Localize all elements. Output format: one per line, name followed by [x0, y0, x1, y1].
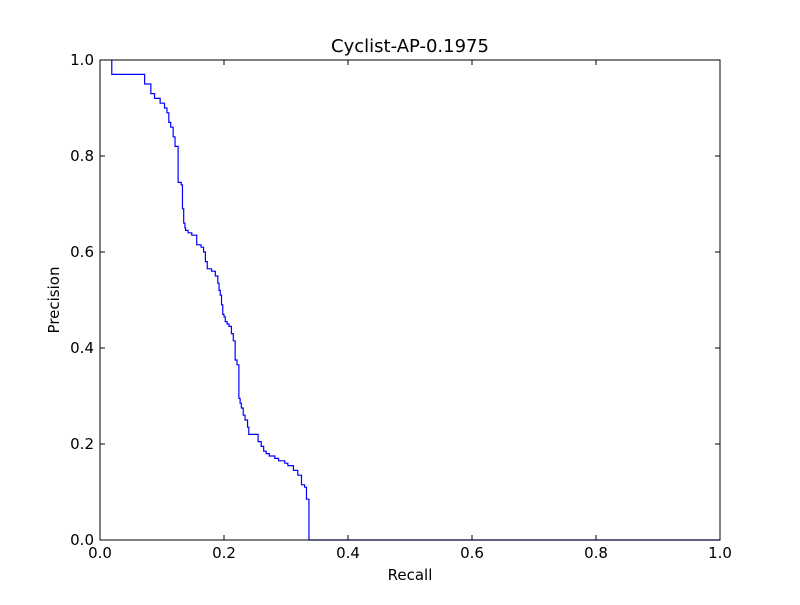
x-tick-label: 0.8 [584, 544, 608, 562]
y-tick-label: 0.4 [70, 339, 94, 357]
plot-frame [99, 59, 721, 541]
y-tick-label: 1.0 [70, 51, 94, 69]
y-tick-label: 0.2 [70, 435, 94, 453]
chart-title: Cyclist-AP-0.1975 [331, 36, 489, 57]
y-tick-label: 0.8 [70, 147, 94, 165]
x-tick-label: 0.2 [212, 544, 236, 562]
y-tick-label: 0.6 [70, 243, 94, 261]
ticks-layer: 0.0 0.2 0.4 0.6 0.8 1.0 0.0 0.2 0.4 0.6 0.8 1.0 [70, 51, 732, 562]
y-axis-label: Precision [45, 267, 63, 334]
x-tick-label: 0.0 [88, 544, 112, 562]
x-tick-label: 0.4 [336, 544, 360, 562]
series-layer [111, 60, 720, 541]
x-tick-label: 1.0 [708, 544, 732, 562]
x-axis-label: Recall [388, 566, 433, 584]
pr-curve-series-line [111, 60, 720, 541]
x-tick-label: 0.6 [460, 544, 484, 562]
y-tick-label: 0.0 [70, 531, 94, 549]
